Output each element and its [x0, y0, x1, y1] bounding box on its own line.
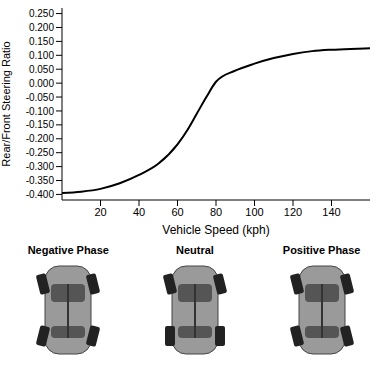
svg-text:-0.150: -0.150: [26, 119, 55, 130]
svg-text:-0.300: -0.300: [26, 161, 55, 172]
svg-text:120: 120: [284, 206, 302, 218]
svg-text:-0.250: -0.250: [26, 147, 55, 158]
svg-text:Rear/Front Steering Ratio: Rear/Front Steering Ratio: [0, 41, 12, 166]
html-text:Neutral: Neutral: [176, 244, 214, 256]
svg-text:0.150: 0.150: [29, 36, 54, 47]
svg-text:140: 140: [322, 206, 340, 218]
svg-text:-0.350: -0.350: [26, 175, 55, 186]
svg-text:80: 80: [210, 206, 222, 218]
svg-text:-0.200: -0.200: [26, 133, 55, 144]
svg-text:Vehicle Speed (kph): Vehicle Speed (kph): [162, 223, 269, 237]
svg-text:0.100: 0.100: [29, 50, 54, 61]
svg-text:0.050: 0.050: [29, 64, 54, 75]
svg-text:60: 60: [171, 206, 183, 218]
svg-text:-0.400: -0.400: [26, 189, 55, 200]
svg-text:-0.100: -0.100: [26, 106, 55, 117]
svg-text:20: 20: [94, 206, 106, 218]
svg-text:40: 40: [133, 206, 145, 218]
svg-text:0.200: 0.200: [29, 22, 54, 33]
svg-text:0.250: 0.250: [29, 8, 54, 19]
svg-text:-0.050: -0.050: [26, 92, 55, 103]
svg-text:100: 100: [245, 206, 263, 218]
svg-text:0.000: 0.000: [29, 78, 54, 89]
html-text:Negative Phase: Negative Phase: [27, 244, 109, 256]
html-text:Positive Phase: Positive Phase: [282, 244, 361, 256]
